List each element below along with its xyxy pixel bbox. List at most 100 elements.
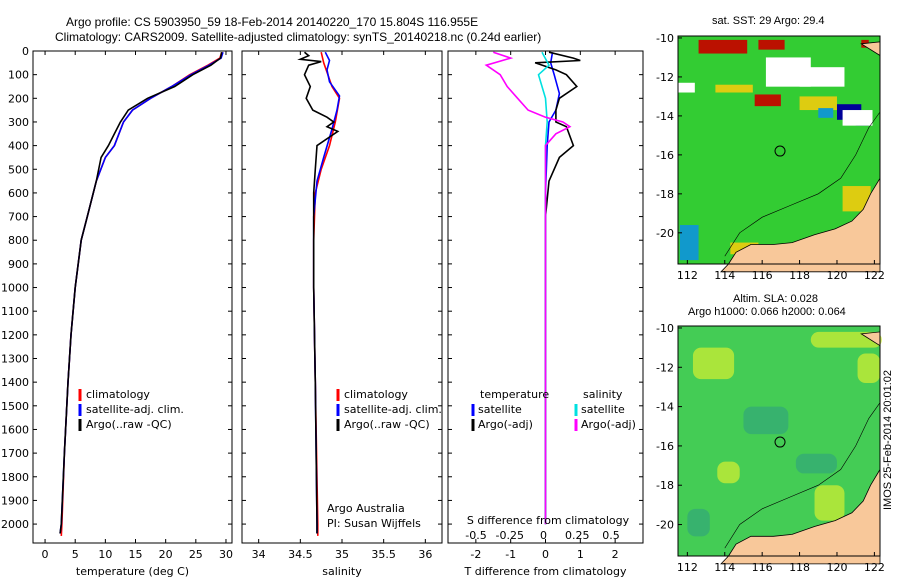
temperature-ytick-label: 1000 xyxy=(1,282,29,295)
difference-legend-label: salinity xyxy=(583,388,623,401)
sst-map-no-data-patch xyxy=(678,82,695,93)
sla-map-xtick-label: 112 xyxy=(677,561,698,574)
sst-map-field-patch xyxy=(758,39,785,50)
sst-map-xtick-label: 122 xyxy=(864,269,885,282)
difference-top-axis-label: S difference from climatology xyxy=(467,514,630,527)
sla-map-xtick-label: 122 xyxy=(864,561,885,574)
sst-map-ytick-label: -12 xyxy=(656,71,674,84)
difference-legend-label: Argo(-adj) xyxy=(478,418,533,431)
temperature-axes-frame xyxy=(32,50,233,544)
difference-top-tick-label: -0.5 xyxy=(465,529,486,542)
sla-map-argo-marker xyxy=(774,436,786,448)
sst-map-xtick-label: 120 xyxy=(826,269,847,282)
temperature-ytick-label: 100 xyxy=(8,69,29,82)
difference-xlabel: T difference from climatology xyxy=(464,565,627,578)
temperature-ytick-label: 0 xyxy=(22,45,29,58)
sla-map-field-patch xyxy=(857,353,880,384)
figure-title-line-2: Climatology: CARS2009. Satellite-adjuste… xyxy=(55,30,542,44)
temperature-xtick-label: 15 xyxy=(129,548,143,561)
salinity-series-line-1 xyxy=(312,51,341,534)
temperature-legend-label: climatology xyxy=(86,388,150,401)
sla-map-field-patch xyxy=(687,508,710,537)
temperature-ytick-label: 1200 xyxy=(1,329,29,342)
credit-annotation: Argo Australia xyxy=(327,502,405,515)
salinity-xtick-label: 36 xyxy=(418,548,432,561)
sst-map-field-patch xyxy=(715,84,753,93)
temperature-ytick-label: 500 xyxy=(8,163,29,176)
difference-xtick-label: -2 xyxy=(470,548,481,561)
temperature-xlabel: temperature (deg C) xyxy=(76,565,189,578)
sst-map-field-patch xyxy=(818,108,834,118)
sst-map-ytick-label: -18 xyxy=(656,188,674,201)
sst-map-field-patch xyxy=(799,96,837,111)
temperature-xtick-label: 20 xyxy=(159,548,173,561)
sst-map-ytick-label: -10 xyxy=(656,32,674,45)
sst-map-xtick-label: 116 xyxy=(752,269,773,282)
salinity-xlabel: salinity xyxy=(322,565,362,578)
salinity-series-line-0 xyxy=(312,52,341,536)
difference-series-line-3 xyxy=(484,51,572,525)
sst-map-title: sat. SST: 29 Argo: 29.4 xyxy=(712,15,825,27)
sla-map-land xyxy=(720,468,881,565)
temperature-series-line-1 xyxy=(59,51,224,534)
sst-map-xtick-label: 112 xyxy=(677,269,698,282)
difference-legend-label: temperature xyxy=(480,388,549,401)
sla-map-ytick-label: -14 xyxy=(656,401,674,414)
temperature-ytick-label: 200 xyxy=(8,92,29,105)
difference-top-tick-label: 0.5 xyxy=(602,529,620,542)
sla-map-ytick-label: -12 xyxy=(656,361,674,374)
temperature-ytick-label: 1700 xyxy=(1,447,29,460)
sst-map-field-patch xyxy=(698,39,748,54)
sla-map-ytick-label: -16 xyxy=(656,440,674,453)
sst-map-field-patch xyxy=(679,225,699,261)
temperature-ytick-label: 2000 xyxy=(1,518,29,531)
temperature-legend-label: satellite-adj. clim. xyxy=(86,403,184,416)
sst-map-no-data-patch xyxy=(799,67,845,87)
sst-map-ytick-label: -20 xyxy=(656,227,674,240)
sla-map-subtitle: Argo h1000: 0.066 h2000: 0.064 xyxy=(688,306,846,318)
temperature-ytick-label: 400 xyxy=(8,140,29,153)
sla-map-xtick-label: 116 xyxy=(752,561,773,574)
sst-map-depth-contour xyxy=(724,111,881,257)
difference-series-line-2 xyxy=(537,51,551,525)
temperature-series-line-2 xyxy=(59,52,223,534)
salinity-axes-frame xyxy=(241,50,443,544)
sst-map-xtick-label: 114 xyxy=(714,269,735,282)
sla-map-field-patch xyxy=(743,406,789,435)
sla-map-frame xyxy=(677,325,881,557)
sst-map-ytick-label: -16 xyxy=(656,149,674,162)
difference-legend-label: satellite xyxy=(581,403,625,416)
sla-map-title: Altim. SLA: 0.028 xyxy=(733,293,818,305)
salinity-xtick-label: 34 xyxy=(252,548,266,561)
difference-xtick-label: -1 xyxy=(505,548,516,561)
temperature-ytick-label: 1100 xyxy=(1,305,29,318)
sst-map-field-patch xyxy=(754,94,781,107)
temperature-xtick-label: 30 xyxy=(219,548,233,561)
temperature-ytick-label: 600 xyxy=(8,187,29,200)
sst-map-no-data-patch xyxy=(842,110,873,126)
salinity-xtick-label: 35 xyxy=(335,548,349,561)
difference-legend-label: satellite xyxy=(478,403,522,416)
sla-map-ytick-label: -18 xyxy=(656,479,674,492)
difference-xtick-label: 2 xyxy=(612,548,619,561)
difference-series-line-1 xyxy=(534,51,581,525)
sla-map-field-patch xyxy=(692,347,735,380)
sla-map-xtick-label: 114 xyxy=(714,561,735,574)
salinity-xtick-label: 35.5 xyxy=(371,548,396,561)
temperature-ytick-label: 700 xyxy=(8,211,29,224)
temperature-xtick-label: 10 xyxy=(98,548,112,561)
sst-map-argo-marker xyxy=(774,145,786,157)
sla-map-field-patch xyxy=(795,453,837,474)
temperature-ytick-label: 1500 xyxy=(1,400,29,413)
temperature-ytick-label: 1900 xyxy=(1,494,29,507)
sst-map-xtick-label: 118 xyxy=(789,269,810,282)
figure-title-line-1: Argo profile: CS 5903950_59 18-Feb-2014 … xyxy=(66,15,479,29)
sla-map-ytick-label: -10 xyxy=(656,322,674,335)
temperature-ytick-label: 800 xyxy=(8,234,29,247)
salinity-legend-label: satellite-adj. clim. xyxy=(344,403,442,416)
temperature-ytick-label: 1800 xyxy=(1,471,29,484)
temperature-xtick-label: 0 xyxy=(42,548,49,561)
difference-xtick-label: 1 xyxy=(577,548,584,561)
difference-top-tick-label: 0.25 xyxy=(565,529,590,542)
